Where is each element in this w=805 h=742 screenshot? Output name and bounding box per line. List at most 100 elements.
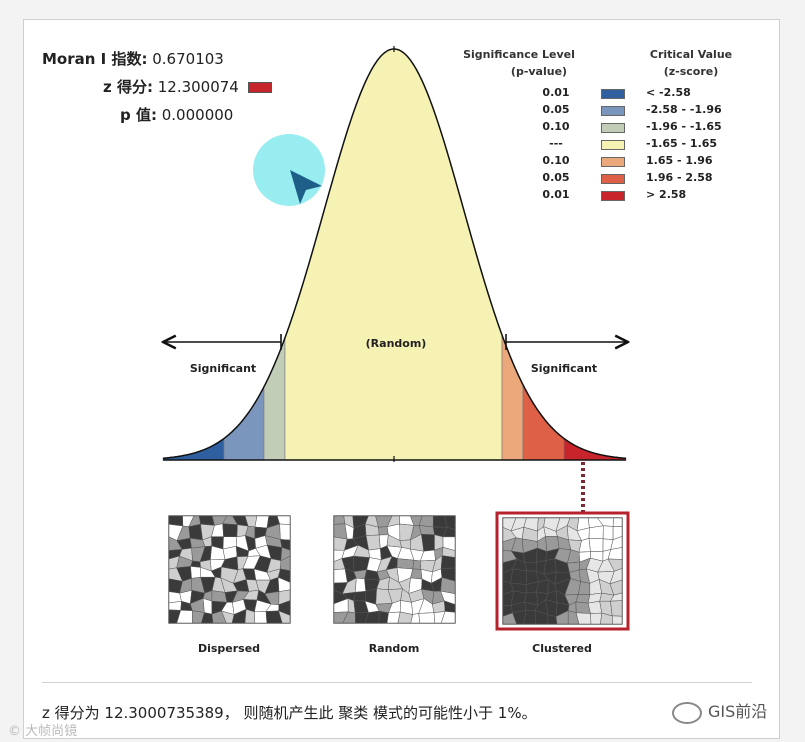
- map-cell: [543, 558, 557, 575]
- brand-tag: GIS前沿: [672, 698, 767, 724]
- map-cell: [353, 591, 367, 602]
- map-cell: [333, 515, 346, 525]
- legend-z-range: 1.96 - 2.58: [646, 171, 713, 184]
- watermark: © 大帧尚镜: [8, 724, 78, 739]
- legend-p-value: 0.10: [542, 154, 570, 167]
- map-cell: [575, 612, 592, 625]
- legend-color-swatch: [601, 140, 625, 150]
- map-cell: [578, 581, 591, 595]
- legend-z-range: -1.96 - -1.65: [646, 120, 722, 133]
- map-cell: [211, 590, 228, 603]
- brand-name: GIS前沿: [708, 702, 768, 721]
- clustered-highlight-frame: [495, 511, 630, 631]
- legend-color-swatch: [601, 157, 625, 167]
- map-cell: [190, 566, 201, 579]
- p-value-line: p 值: 0.000000: [120, 104, 233, 125]
- legend-z-range: < -2.58: [646, 86, 691, 99]
- dispersed-pattern-map: [168, 515, 291, 624]
- crit-header-line2: (z-score): [663, 65, 719, 78]
- random-label: Random: [369, 642, 420, 655]
- curve-region: [501, 334, 524, 461]
- curve-region: [263, 337, 286, 461]
- map-cell: [590, 612, 603, 625]
- crit-header-line1: Critical Value: [649, 48, 733, 61]
- wechat-icon: [672, 701, 702, 724]
- map-cell: [588, 525, 604, 540]
- map-cell: [602, 525, 614, 540]
- random-pattern-map: [333, 515, 456, 624]
- map-cell: [611, 615, 623, 625]
- moran-index-value: 0.670103: [152, 50, 224, 68]
- legend-z-range: -2.58 - -1.96: [646, 103, 722, 116]
- legend-p-value: 0.01: [542, 188, 570, 201]
- legend-color-swatch: [601, 89, 625, 99]
- z-score-color-swatch: [247, 82, 272, 93]
- legend-color-swatch: [601, 174, 625, 184]
- caption-separator: [42, 682, 752, 683]
- map-cell: [610, 600, 623, 617]
- map-cell: [440, 555, 456, 570]
- cursor-highlight: [253, 134, 325, 206]
- right-significant-label: Significant: [531, 362, 597, 375]
- map-cell: [254, 515, 270, 529]
- map-cell: [202, 598, 213, 615]
- map-cell: [410, 568, 423, 580]
- map-cell: [418, 612, 436, 624]
- map-cell: [421, 534, 435, 552]
- map-cell: [524, 561, 537, 572]
- left-significant-label: Significant: [190, 362, 256, 375]
- z-score-value: 12.300074: [157, 78, 239, 96]
- legend-p-value: 0.10: [542, 120, 570, 133]
- map-cell: [440, 611, 456, 624]
- legend-p-value: 0.01: [542, 86, 570, 99]
- random-region-label: (Random): [366, 337, 427, 350]
- legend-p-value: 0.05: [542, 171, 570, 184]
- legend-color-swatch: [601, 123, 625, 133]
- legend-z-range: -1.65 - 1.65: [646, 137, 718, 150]
- map-cell: [278, 610, 291, 624]
- map-cell: [355, 577, 367, 593]
- map-cell: [396, 558, 415, 570]
- map-cell: [188, 523, 203, 541]
- map-cell: [279, 523, 291, 541]
- legend-critical-header: Critical Value (z-score): [636, 46, 746, 80]
- cursor-arrow-icon: [290, 170, 322, 204]
- map-cell: [244, 608, 256, 624]
- p-value-label: p 值:: [120, 106, 157, 124]
- result-caption: z 得分为 12.3000735389， 则随机产生此 聚类 模式的可能性小于 …: [42, 704, 537, 722]
- watermark-text: 大帧尚镜: [25, 724, 78, 739]
- map-cell: [510, 568, 527, 585]
- sig-header-line1: Significance Level: [463, 48, 575, 61]
- clustered-pattern-map: [502, 517, 623, 625]
- z-score-line: z 得分: 12.300074: [103, 76, 272, 97]
- moran-index-label: Moran I 指数:: [42, 50, 148, 68]
- map-cell: [412, 559, 422, 570]
- z-score-label: z 得分:: [103, 78, 153, 96]
- map-cell: [365, 534, 381, 551]
- moran-index-line: Moran I 指数: 0.670103: [42, 48, 224, 69]
- legend-z-range: 1.65 - 1.96: [646, 154, 713, 167]
- p-value-value: 0.000000: [161, 106, 234, 124]
- legend-p-value: ---: [549, 137, 563, 150]
- curve-regions: [162, 48, 627, 461]
- curve-region: [284, 48, 503, 461]
- map-cell: [378, 610, 389, 624]
- map-cell: [612, 517, 623, 527]
- legend-color-swatch: [601, 191, 625, 201]
- legend-color-swatch: [601, 106, 625, 116]
- map-cell: [588, 538, 604, 552]
- legend-z-range: > 2.58: [646, 188, 687, 201]
- map-cell: [198, 515, 215, 526]
- map-cell: [222, 523, 238, 538]
- map-cell: [378, 526, 389, 536]
- dispersed-label: Dispersed: [198, 642, 260, 655]
- map-cell: [418, 525, 435, 535]
- map-cell: [587, 600, 603, 614]
- legend-significance-header: Significance Level (p-value): [452, 46, 586, 80]
- sig-header-line2: (p-value): [510, 65, 568, 78]
- legend-p-value: 0.05: [542, 103, 570, 116]
- map-cell: [168, 601, 182, 611]
- map-cell: [254, 611, 268, 624]
- clustered-label: Clustered: [532, 642, 592, 655]
